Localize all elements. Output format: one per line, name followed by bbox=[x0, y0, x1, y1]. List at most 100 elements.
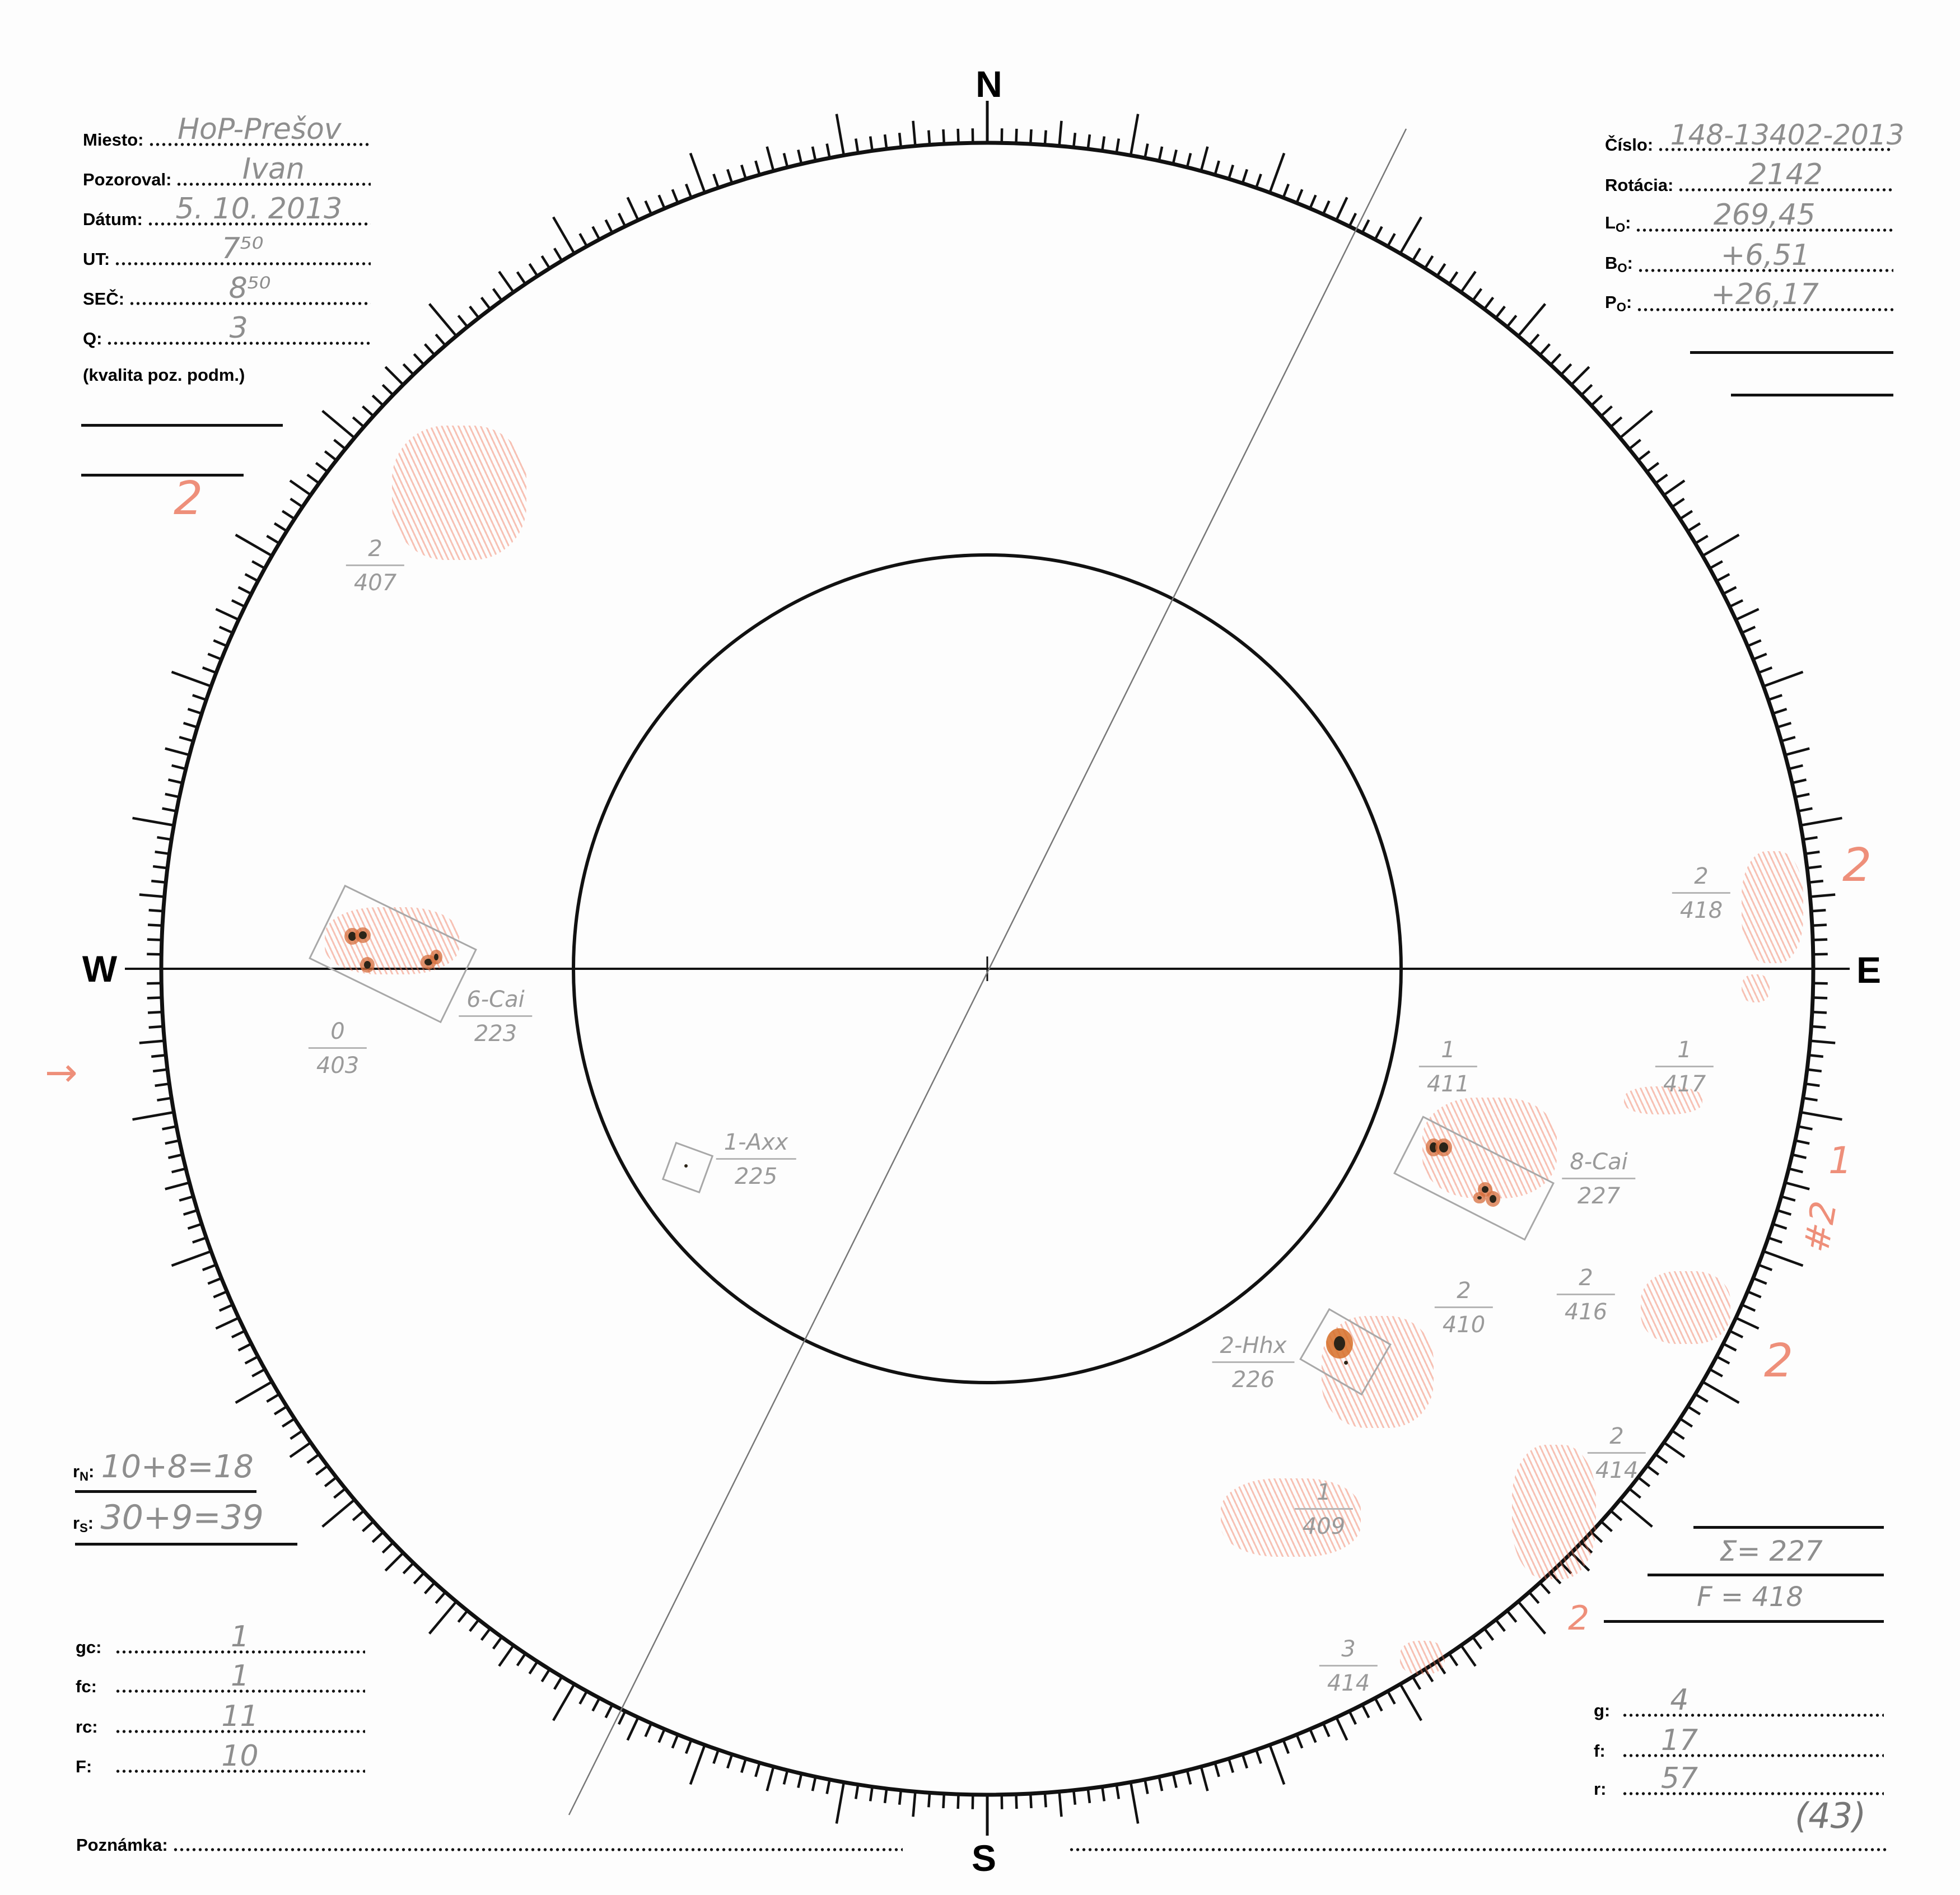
angle-tick bbox=[167, 778, 182, 784]
cislo-field[interactable]: Číslo: 148-13402-2013 bbox=[1605, 120, 1905, 153]
angle-tick bbox=[1809, 879, 1824, 884]
angle-tick bbox=[1029, 129, 1033, 143]
angle-tick bbox=[1495, 1619, 1506, 1632]
angle-tick bbox=[1759, 1264, 1773, 1272]
rs-field[interactable]: rS: 30+9=39 bbox=[73, 1498, 264, 1537]
angle-tick bbox=[231, 599, 245, 608]
angle-tick bbox=[1601, 405, 1613, 417]
fc-field[interactable]: fc: 1 bbox=[76, 1661, 365, 1695]
angle-tick bbox=[1472, 288, 1483, 301]
angle-tick bbox=[540, 255, 550, 268]
angle-tick bbox=[1809, 1054, 1824, 1058]
angle-tick bbox=[1759, 666, 1773, 674]
angle-tick bbox=[423, 343, 435, 355]
angle-tick bbox=[1736, 1317, 1760, 1330]
angle-tick bbox=[266, 1393, 279, 1403]
angle-tick bbox=[1484, 296, 1495, 309]
angle-tick bbox=[1672, 497, 1685, 507]
angle-tick bbox=[187, 708, 201, 715]
datum-field[interactable]: Dátum: 5. 10. 2013 bbox=[83, 194, 371, 228]
b0-value: +6,51 bbox=[1720, 239, 1810, 272]
p0-field[interactable]: PO: +26,17 bbox=[1605, 280, 1893, 314]
angle-tick bbox=[883, 1789, 888, 1804]
rotacia-label: Rotácia: bbox=[1605, 175, 1674, 195]
orange-annotation: 1 bbox=[1828, 1139, 1852, 1182]
angle-tick bbox=[1730, 1330, 1744, 1339]
angle-tick bbox=[492, 288, 502, 301]
angle-tick bbox=[1336, 197, 1348, 220]
angle-tick bbox=[782, 1771, 788, 1785]
rc-field[interactable]: rc: 11 bbox=[76, 1702, 365, 1735]
angle-tick bbox=[869, 136, 874, 150]
rn-field[interactable]: rN: 10+8=18 bbox=[73, 1449, 254, 1485]
faculae-area bbox=[1512, 1445, 1596, 1579]
poznamka-field[interactable]: Poznámka: bbox=[76, 1820, 903, 1854]
f-field[interactable]: f: 17 bbox=[1594, 1726, 1884, 1759]
q-label: Q: bbox=[83, 329, 102, 348]
angle-tick bbox=[1399, 1684, 1422, 1721]
F-value: 10 bbox=[221, 1739, 259, 1773]
l0-field[interactable]: LO: 269,45 bbox=[1605, 200, 1893, 234]
angle-tick bbox=[1058, 120, 1063, 145]
f-value: 17 bbox=[1660, 1724, 1698, 1757]
poznamka-label: Poznámka: bbox=[76, 1835, 168, 1855]
angle-tick bbox=[151, 879, 165, 884]
angle-tick bbox=[956, 128, 960, 142]
fc-label: fc: bbox=[76, 1677, 97, 1696]
angle-tick bbox=[192, 694, 206, 701]
pozoroval-label: Pozoroval: bbox=[83, 170, 172, 189]
angle-tick bbox=[617, 212, 626, 226]
angle-tick bbox=[689, 152, 706, 192]
rc-label: rc: bbox=[76, 1717, 98, 1737]
rotacia-field[interactable]: Rotácia: 2142 bbox=[1605, 160, 1893, 194]
F-field[interactable]: F: 10 bbox=[76, 1742, 365, 1775]
angle-tick bbox=[1647, 1465, 1660, 1476]
angle-tick bbox=[766, 1767, 774, 1791]
angle-tick bbox=[213, 639, 227, 647]
angle-tick bbox=[1647, 461, 1660, 472]
pozoroval-field[interactable]: Pozoroval: Ivan bbox=[83, 155, 371, 188]
angle-tick bbox=[480, 1628, 491, 1641]
angle-tick bbox=[244, 1356, 258, 1365]
q-field[interactable]: Q: 3 bbox=[83, 314, 371, 347]
angle-tick bbox=[1799, 1125, 1813, 1131]
angle-tick bbox=[207, 1277, 221, 1285]
sunspot bbox=[364, 961, 371, 969]
angle-tick bbox=[1242, 169, 1248, 183]
angle-tick bbox=[1296, 189, 1304, 203]
angle-tick bbox=[1387, 1691, 1396, 1705]
poznamka-field-continued[interactable] bbox=[1068, 1820, 1887, 1854]
angle-tick bbox=[1460, 270, 1477, 292]
gc-field[interactable]: gc: 1 bbox=[76, 1622, 365, 1656]
angle-tick bbox=[1748, 639, 1762, 647]
r-label: r: bbox=[1594, 1779, 1607, 1799]
sec-field[interactable]: SEČ: 8⁵⁰ bbox=[83, 274, 371, 307]
south-label: S bbox=[971, 1837, 997, 1879]
miesto-field[interactable]: Miesto: HoP-Prešov bbox=[83, 115, 371, 148]
angle-tick bbox=[1550, 353, 1562, 365]
angle-tick bbox=[435, 333, 446, 346]
angle-tick bbox=[1412, 1677, 1422, 1690]
angle-tick bbox=[469, 305, 479, 318]
r-field[interactable]: r: 57 bbox=[1594, 1764, 1884, 1798]
group-label-407: 2 407 bbox=[346, 538, 405, 594]
ut-field[interactable]: UT: 7⁵⁰ bbox=[83, 234, 371, 268]
angle-tick bbox=[213, 1291, 227, 1299]
angle-tick bbox=[1518, 303, 1547, 336]
angle-tick bbox=[1777, 721, 1792, 729]
angle-tick bbox=[413, 1572, 424, 1585]
orange-annotation: → bbox=[45, 1049, 78, 1095]
angle-tick bbox=[162, 1125, 176, 1131]
summary-rule bbox=[1648, 1574, 1884, 1576]
angle-tick bbox=[1736, 608, 1760, 620]
angle-tick bbox=[469, 1619, 479, 1632]
blank-line bbox=[1731, 394, 1893, 396]
angle-tick bbox=[1214, 1763, 1220, 1777]
g-field[interactable]: g: 4 bbox=[1594, 1686, 1884, 1719]
sunspot bbox=[434, 954, 438, 960]
angle-tick bbox=[1581, 384, 1593, 395]
angle-tick bbox=[167, 1154, 182, 1159]
angle-tick bbox=[333, 438, 346, 450]
angle-tick bbox=[591, 1698, 600, 1712]
b0-field[interactable]: BO: +6,51 bbox=[1605, 241, 1893, 274]
